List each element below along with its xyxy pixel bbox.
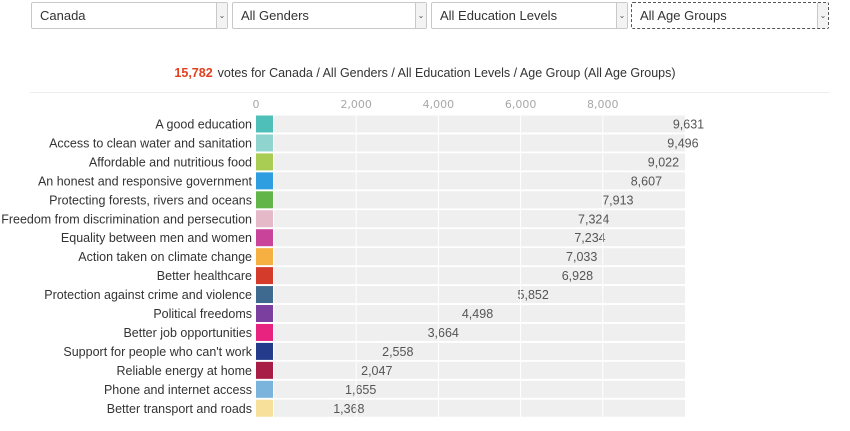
bar — [274, 323, 425, 341]
color-swatch — [256, 399, 273, 417]
category-label: Better transport and roads — [107, 402, 252, 416]
bar — [274, 380, 343, 398]
color-swatch — [256, 342, 273, 360]
vote-count: 15,782 — [174, 66, 213, 80]
bar — [274, 229, 572, 247]
category-label: Reliable energy at home — [117, 364, 253, 378]
value-label: 6,928 — [562, 269, 593, 283]
bar — [274, 191, 600, 209]
color-swatch — [256, 191, 273, 209]
color-swatch — [256, 248, 273, 266]
country-select[interactable]: Canada ⌄ — [31, 2, 228, 29]
value-label: 7,324 — [578, 212, 609, 226]
bar — [274, 153, 645, 171]
bar — [274, 342, 380, 360]
value-label: 7,033 — [566, 250, 597, 264]
color-swatch — [256, 229, 273, 247]
category-label: Phone and internet access — [104, 383, 252, 397]
color-swatch — [256, 172, 273, 190]
bar — [274, 361, 359, 379]
bar — [274, 134, 665, 152]
category-label: Support for people who can't work — [63, 345, 252, 359]
axis-tick-label: 4,000 — [423, 98, 455, 111]
value-label: 3,664 — [428, 326, 459, 340]
value-label: 2,047 — [361, 364, 392, 378]
bar — [274, 115, 670, 133]
value-label: 7,913 — [602, 193, 633, 207]
value-label: 9,631 — [673, 118, 704, 132]
category-label: Action taken on climate change — [78, 250, 252, 264]
bar — [274, 286, 515, 304]
axis-tick-label: 2,000 — [340, 98, 372, 111]
gender-select[interactable]: All Genders ⌄ — [232, 2, 427, 29]
chevron-down-icon: ⌄ — [415, 3, 426, 28]
value-label: 8,607 — [631, 174, 662, 188]
filter-bar: Canada ⌄ All Genders ⌄ All Education Lev… — [0, 0, 850, 34]
value-label: 9,022 — [648, 155, 679, 169]
age-select-value: All Age Groups — [640, 8, 727, 23]
category-label: Better job opportunities — [123, 326, 252, 340]
value-label: 5,852 — [518, 288, 549, 302]
value-label: 1,655 — [345, 383, 376, 397]
color-swatch — [256, 153, 273, 171]
category-label: Political freedoms — [153, 307, 252, 321]
bar — [274, 267, 559, 285]
age-select[interactable]: All Age Groups ⌄ — [631, 2, 829, 29]
value-label: 2,558 — [382, 345, 413, 359]
bar — [274, 210, 576, 228]
vote-summary: 15,782 votes for Canada / All Genders / A… — [0, 66, 850, 80]
education-select-value: All Education Levels — [440, 8, 558, 23]
bar-track — [274, 380, 685, 398]
color-swatch — [256, 286, 273, 304]
bar — [274, 305, 459, 322]
color-swatch — [256, 210, 273, 228]
bar-track — [274, 399, 685, 417]
axis-tick-label: 6,000 — [505, 98, 537, 111]
bar — [274, 248, 564, 266]
education-select[interactable]: All Education Levels ⌄ — [431, 2, 628, 29]
bar — [274, 172, 628, 190]
vote-summary-text: votes for Canada / All Genders / All Edu… — [217, 66, 676, 80]
color-swatch — [256, 380, 273, 398]
value-label: 9,496 — [667, 136, 698, 150]
chevron-down-icon: ⌄ — [817, 3, 828, 28]
chevron-down-icon: ⌄ — [616, 3, 627, 28]
category-label: Access to clean water and sanitation — [49, 136, 252, 150]
category-label: A good education — [155, 118, 252, 132]
axis-tick-label: 8,000 — [587, 98, 619, 111]
divider — [30, 92, 830, 93]
category-label: Equality between men and women — [61, 231, 252, 245]
color-swatch — [256, 134, 273, 152]
bar — [274, 399, 331, 417]
axis-tick-label: 0 — [253, 98, 260, 111]
color-swatch — [256, 115, 273, 133]
value-label: 4,498 — [462, 307, 493, 321]
chevron-down-icon: ⌄ — [216, 3, 227, 28]
color-swatch — [256, 323, 273, 341]
value-label: 7,234 — [574, 231, 605, 245]
bar-track — [274, 361, 685, 379]
country-select-value: Canada — [40, 8, 86, 23]
category-label: Protecting forests, rivers and oceans — [49, 193, 252, 207]
category-label: Better healthcare — [157, 269, 252, 283]
gender-select-value: All Genders — [241, 8, 309, 23]
value-label: 1,368 — [333, 402, 364, 416]
category-label: Freedom from discrimination and persecut… — [1, 212, 252, 226]
category-label: Protection against crime and violence — [44, 288, 252, 302]
category-label: An honest and responsive government — [38, 174, 253, 188]
color-swatch — [256, 305, 273, 322]
color-swatch — [256, 267, 273, 285]
category-label: Affordable and nutritious food — [89, 155, 252, 169]
color-swatch — [256, 361, 273, 379]
